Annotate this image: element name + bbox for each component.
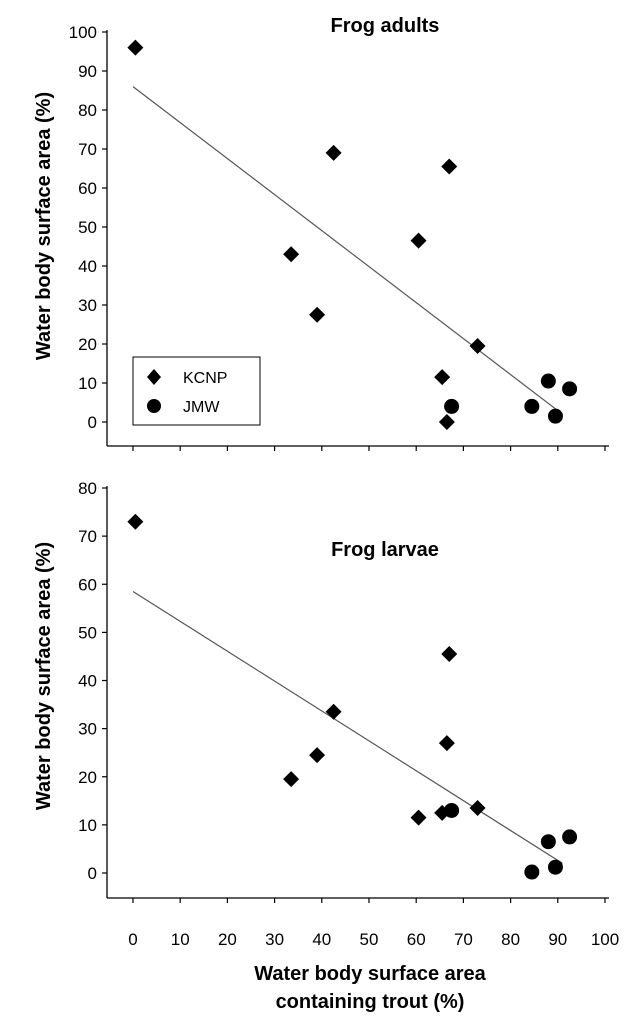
kcnp-point [441,646,458,663]
x-tick-label: 80 [501,930,520,949]
y-tick-label: 70 [78,140,97,159]
chart-title: Frog adults [331,15,440,37]
kcnp-point [410,809,427,826]
kcnp-point [438,735,455,752]
y-tick-label: 20 [78,768,97,787]
x-tick-label: 90 [548,930,567,949]
y-tick-label: 10 [78,816,97,835]
y-tick-label: 60 [78,575,97,594]
y-tick-label: 30 [78,720,97,739]
kcnp-point [325,144,342,161]
x-tick-label: 40 [312,930,331,949]
kcnp-point [127,39,144,56]
kcnp-point [410,232,427,249]
kcnp-point [309,306,326,323]
y-tick-label: 60 [78,179,97,198]
legend-circle-marker [147,399,161,413]
kcnp-point [469,337,486,354]
y-tick-label: 0 [88,413,97,432]
y-tick-label: 40 [78,257,97,276]
kcnp-point [127,513,144,530]
legend-box [132,356,261,426]
y-tick-label: 90 [78,62,97,81]
y-tick-label: 50 [78,218,97,237]
x-tick-label: 50 [360,930,379,949]
kcnp-point [441,158,458,175]
y-tick-label: 10 [78,374,97,393]
y-tick-label: 100 [69,23,97,42]
jmw-point [540,373,556,389]
legend-diamond-marker [147,369,161,385]
y-tick-label: 0 [88,864,97,883]
y-tick-label: 80 [78,479,97,498]
x-axis-label-line-1: Water body surface area [254,963,486,985]
jmw-point [444,802,460,818]
jmw-point [524,398,540,414]
kcnp-point [283,246,300,263]
legend-label-kcnp: KCNP [183,370,227,387]
x-tick-label: 100 [591,930,619,949]
x-tick-label: 60 [407,930,426,949]
x-tick-label: 30 [265,930,284,949]
jmw-point [547,859,563,875]
kcnp-point [325,703,342,720]
kcnp-point [469,800,486,817]
jmw-point [540,834,556,850]
trend-line [132,86,563,415]
kcnp-point [434,369,451,386]
y-tick-label: 40 [78,672,97,691]
y-tick-label: 20 [78,335,97,354]
kcnp-point [283,771,300,788]
kcnp-point [438,414,455,430]
jmw-point [444,398,460,414]
jmw-point [547,408,563,424]
x-axis-label-line-2: containing trout (%) [276,991,465,1013]
x-tick-label: 0 [128,930,137,949]
y-axis-label: Water body surface area (%) [33,542,55,810]
kcnp-point [309,747,326,764]
y-axis-label: Water body surface area (%) [33,92,55,360]
jmw-point [562,829,578,845]
x-tick-label: 70 [454,930,473,949]
jmw-point [562,381,578,397]
y-tick-label: 70 [78,527,97,546]
trend-line [132,590,563,864]
y-tick-label: 30 [78,296,97,315]
jmw-point [524,864,540,880]
y-tick-label: 80 [78,101,97,120]
x-tick-label: 20 [218,930,237,949]
chart-title: Frog larvae [331,539,439,561]
y-tick-label: 50 [78,623,97,642]
x-tick-label: 10 [171,930,190,949]
legend-label-jmw: JMW [183,399,220,416]
